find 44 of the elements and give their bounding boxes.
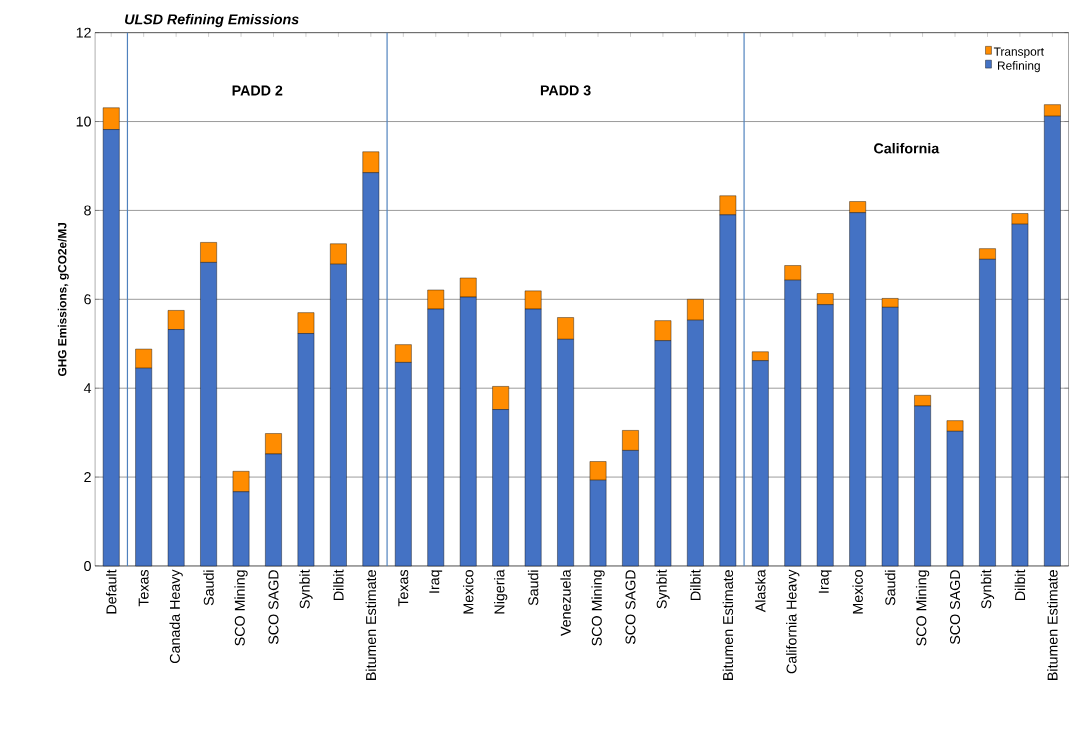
y-tick-label: 12 (76, 27, 91, 38)
x-tick-label: Synbit (656, 569, 670, 609)
x-tick-label: SCO Mining (915, 570, 930, 646)
y-axis-title: GHG Emissions, gCO2e/MJ (57, 222, 69, 376)
x-tick-label: Mexico (852, 569, 863, 614)
x-tick-label: Bitumen Estimate (722, 570, 734, 680)
x-tick-label: California Heavy (786, 569, 800, 674)
legend-label: Refining (998, 60, 1040, 73)
y-tick-label: 4 (83, 383, 92, 393)
x-tick-label: SCO SAGD (625, 570, 636, 644)
annotation: PADD 3 (540, 85, 591, 96)
x-tick-label: Dilbit (690, 569, 701, 600)
y-tick-label: 2 (84, 472, 91, 482)
x-tick-label: Iraq (429, 570, 443, 593)
x-tick-label: Saudi (884, 570, 896, 606)
x-tick-label: Default (105, 569, 117, 614)
x-tick-label: Bitumen Estimate (365, 570, 377, 680)
y-tick-label: 10 (76, 116, 91, 127)
x-tick-label: Dilbit (1014, 569, 1026, 600)
x-tick-label: Mexico (462, 569, 474, 614)
x-tick-label: Texas (138, 569, 149, 607)
legend-label: Transport (993, 47, 1044, 59)
annotation: PADD 2 (232, 85, 283, 96)
x-tick-label: SCO SAGD (268, 570, 279, 644)
x-tick-label: Synbit (980, 569, 995, 609)
x-tick-label: Alaska (755, 569, 766, 613)
x-tick-label: SCO SAGD (949, 570, 961, 644)
x-tick-label: SCO Mining (234, 570, 248, 646)
x-tick-label: Venezuela (560, 569, 571, 636)
y-tick-label: 8 (84, 205, 91, 216)
x-tick-label: Synbit (299, 569, 313, 609)
x-tick-label: Canada Heavy (169, 569, 183, 663)
annotation: California (874, 142, 940, 154)
x-tick-label: Iraq (818, 570, 832, 593)
x-tick-label: Saudi (527, 570, 539, 606)
y-tick-label: 6 (84, 294, 91, 305)
x-tick-label: SCO Mining (591, 570, 605, 646)
x-tick-label: Nigeria (494, 569, 508, 614)
x-tick-label: Bitumen Estimate (1047, 570, 1058, 680)
x-tick-label: Saudi (203, 570, 214, 606)
y-tick-label: 0 (84, 560, 91, 571)
chart-title: ULSD Refining Emissions (125, 13, 299, 28)
x-tick-label: Texas (398, 569, 409, 607)
x-tick-label: Dilbit (333, 569, 344, 600)
